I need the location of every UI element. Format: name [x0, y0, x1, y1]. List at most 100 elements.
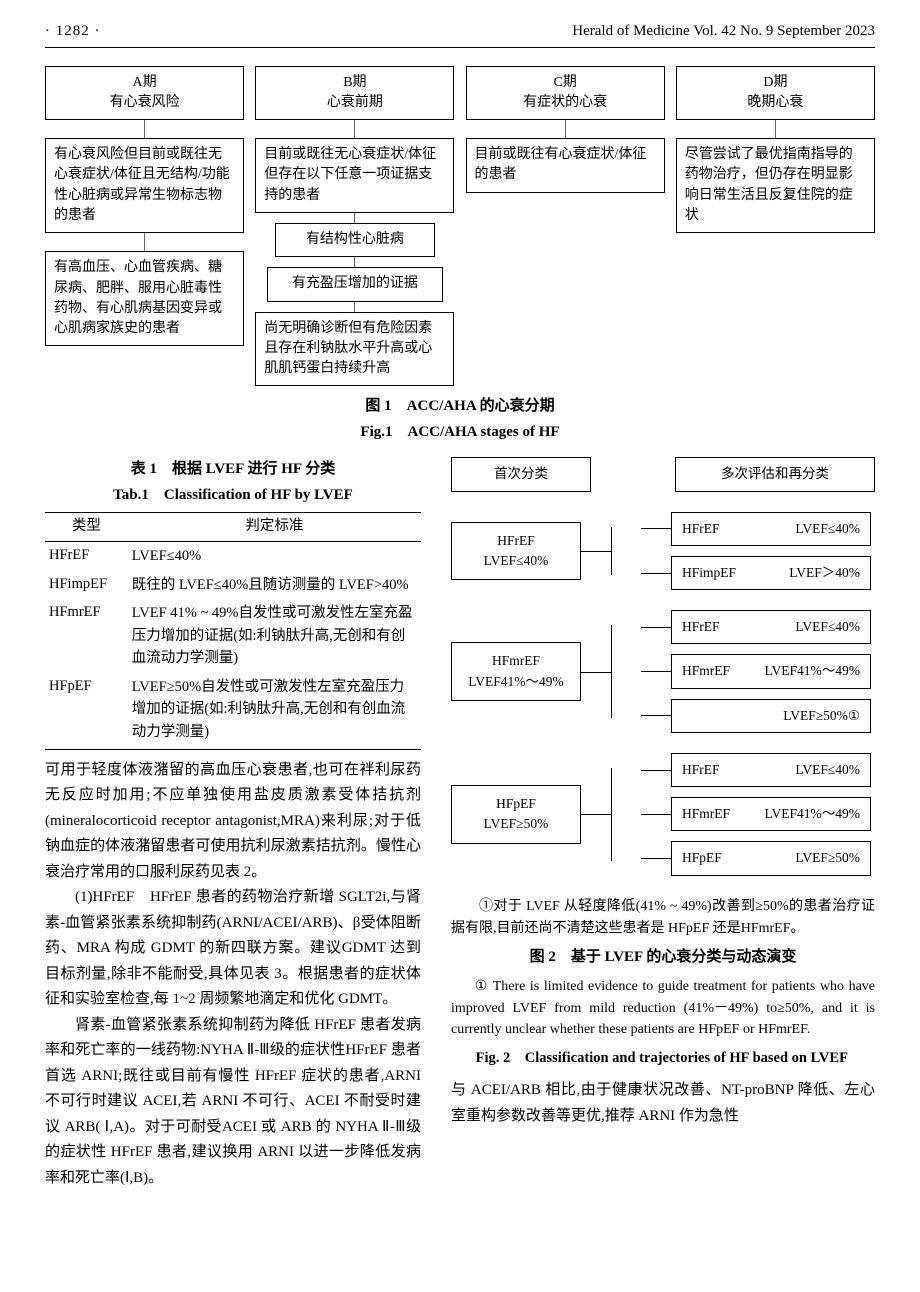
stage-c-title1: C期 [473, 73, 658, 93]
connector-tree [581, 512, 641, 591]
tab1-caption-cn: 表 1 根据 LVEF 进行 HF 分类 [45, 457, 421, 483]
tab1-head-type: 类型 [45, 513, 128, 542]
connector [354, 257, 355, 267]
table-1: 类型 判定标准 HFrEF LVEF≤40% HFimpEF 既往的 LVEF≤… [45, 512, 421, 750]
right-column: 首次分类 多次评估和再分类 HFrEF LVEF≤40% [451, 457, 875, 1191]
fig1-caption-cn: 图 1 ACC/AHA 的心衰分期 [45, 394, 875, 420]
connector [641, 627, 671, 628]
fig1-stage-b: B期 心衰前期 目前或既往无心衰症状/体征但存在以下任意一项证据支持的患者 有结… [255, 66, 454, 387]
stage-d-title2: 晚期心衰 [683, 93, 868, 113]
fig2-g2-src-crit: LVEF41%～49% [460, 672, 572, 692]
fig2-g1-src-crit: LVEF≤40% [460, 551, 572, 571]
stage-d-title1: D期 [683, 73, 868, 93]
fig2-g1-t0: HFrEF LVEF≤40% [671, 512, 871, 546]
tab1-r3-type: HFpEF [45, 673, 128, 750]
stage-a-desc: 有心衰风险但目前或既往无心衰症状/体征且无结构/功能性心脏病或异常生物标志物的患… [45, 138, 244, 233]
page-header: · 1282 · Herald of Medicine Vol. 42 No. … [45, 20, 875, 48]
fig2-header-left: 首次分类 [451, 457, 591, 491]
stage-b-desc: 目前或既往无心衰症状/体征但存在以下任意一项证据支持的患者 [255, 138, 454, 213]
tab1-r3-crit: LVEF≥50%自发性或可激发性左室充盈压力增加的证据(如:利钠肽升高,无创和有… [128, 673, 421, 750]
fig2-g1-src-name: HFrEF [460, 531, 572, 551]
fig2-g3-source: HFpEF LVEF≥50% [451, 785, 581, 844]
tgt-name: HFrEF [682, 519, 720, 539]
left-column: 表 1 根据 LVEF 进行 HF 分类 Tab.1 Classificatio… [45, 457, 421, 1191]
journal-title: Herald of Medicine Vol. 42 No. 9 Septemb… [572, 20, 875, 43]
fig2-group-1: HFrEF LVEF≤40% HFrEF LVEF≤40% [451, 512, 875, 591]
stage-c-desc: 目前或既往有心衰症状/体征的患者 [466, 138, 665, 193]
fig2-caption-cn: 图 2 基于 LVEF 的心衰分类与动态演变 [451, 945, 875, 971]
stage-b-sub2: 有充盈压增加的证据 [267, 267, 442, 301]
table-row: HFpEF LVEF≥50%自发性或可激发性左室充盈压力增加的证据(如:利钠肽升… [45, 673, 421, 750]
fig2-target-row: HFrEF LVEF≤40% [641, 753, 875, 787]
connector [641, 528, 671, 529]
tgt-crit: LVEF41%～49% [764, 661, 860, 681]
fig2-group-2: HFmrEF LVEF41%～49% HFrEF LVEF≤40% [451, 610, 875, 733]
fig2-target-row: HFmrEF LVEF41%～49% [641, 797, 875, 831]
fig2-caption-en: Fig. 2 Classification and trajectories o… [451, 1047, 875, 1070]
connector [641, 671, 671, 672]
stage-d-desc: 尽管尝试了最优指南指导的药物治疗，但仍存在明显影响日常生活且反复住院的症状 [676, 138, 875, 233]
fig2-target-row: HFpEF LVEF≥50% [641, 841, 875, 875]
fig1-stage-c: C期 有症状的心衰 目前或既往有心衰症状/体征的患者 [466, 66, 665, 387]
fig2-g3-t2: HFpEF LVEF≥50% [671, 841, 871, 875]
stage-c-title2: 有症状的心衰 [473, 93, 658, 113]
connector [641, 770, 671, 771]
fig2-target-row: HFimpEF LVEF＞40% [641, 556, 875, 590]
fig2-g2-targets: HFrEF LVEF≤40% HFmrEF LVEF41%～49% [641, 610, 875, 733]
stage-b-sub3: 尚无明确诊断但有危险因素且存在利钠肽水平升高或心肌肌钙蛋白持续升高 [255, 312, 454, 387]
two-column-area: 表 1 根据 LVEF 进行 HF 分类 Tab.1 Classificatio… [45, 457, 875, 1191]
fig1-stage-d: D期 晚期心衰 尽管尝试了最优指南指导的药物治疗，但仍存在明显影响日常生活且反复… [676, 66, 875, 387]
table-row: HFrEF LVEF≤40% [45, 542, 421, 571]
stage-b-title-box: B期 心衰前期 [255, 66, 454, 121]
connector [641, 858, 671, 859]
tab1-r1-crit: 既往的 LVEF≤40%且随访测量的 LVEF>40% [128, 571, 421, 599]
connector [641, 814, 671, 815]
table-row: HFimpEF 既往的 LVEF≤40%且随访测量的 LVEF>40% [45, 571, 421, 599]
fig2-header: 首次分类 多次评估和再分类 [451, 457, 875, 491]
stage-a-title-box: A期 有心衰风险 [45, 66, 244, 121]
fig1-stage-row: A期 有心衰风险 有心衰风险但目前或既往无心衰症状/体征且无结构/功能性心脏病或… [45, 66, 875, 387]
tgt-name: HFmrEF [682, 804, 730, 824]
table-row: HFmrEF LVEF 41% ~ 49%自发性或可激发性左室充盈压力增加的证据… [45, 599, 421, 672]
fig2-g3-t1: HFmrEF LVEF41%～49% [671, 797, 871, 831]
stage-a-title1: A期 [52, 73, 237, 93]
tgt-crit: LVEF≤40% [795, 519, 860, 539]
tab1-r2-crit: LVEF 41% ~ 49%自发性或可激发性左室充盈压力增加的证据(如:利钠肽升… [128, 599, 421, 672]
tab1-r1-type: HFimpEF [45, 571, 128, 599]
fig2-header-right: 多次评估和再分类 [675, 457, 875, 491]
stage-b-title1: B期 [262, 73, 447, 93]
tgt-crit: LVEF≤40% [795, 760, 860, 780]
fig2-target-row: HFrEF LVEF≤40% [641, 610, 875, 644]
stage-d-title-box: D期 晚期心衰 [676, 66, 875, 121]
connector [641, 715, 671, 716]
connector [354, 120, 355, 138]
fig2-target-row: HFmrEF LVEF41%～49% [641, 654, 875, 688]
fig2-g1-source: HFrEF LVEF≤40% [451, 522, 581, 581]
fig2-g2-source: HFmrEF LVEF41%～49% [451, 642, 581, 701]
fig2-g1-targets: HFrEF LVEF≤40% HFimpEF LVEF＞40% [641, 512, 875, 591]
connector [775, 120, 776, 138]
connector [354, 302, 355, 312]
tab1-head-crit: 判定标准 [128, 513, 421, 542]
tgt-name: HFpEF [682, 848, 722, 868]
page-number: · 1282 · [45, 20, 101, 43]
fig1-caption: 图 1 ACC/AHA 的心衰分期 Fig.1 ACC/AHA stages o… [45, 394, 875, 445]
connector-tree [581, 610, 641, 733]
connector [565, 120, 566, 138]
tgt-crit: LVEF≥50% [795, 848, 860, 868]
fig1-caption-en: Fig.1 ACC/AHA stages of HF [45, 420, 875, 446]
fig2-group-3: HFpEF LVEF≥50% HFrEF LVEF≤40% [451, 753, 875, 876]
stage-b-title2: 心衰前期 [262, 93, 447, 113]
connector [641, 573, 671, 574]
fig2-g3-t0: HFrEF LVEF≤40% [671, 753, 871, 787]
tab1-r0-type: HFrEF [45, 542, 128, 571]
fig2-g2-t0: HFrEF LVEF≤40% [671, 610, 871, 644]
stage-a-title2: 有心衰风险 [52, 93, 237, 113]
fig2-footnote-cn: ①对于 LVEF 从轻度降低(41% ~ 49%)改善到≥50%的患者治疗证据有… [451, 896, 875, 941]
fig2-g2-t1: HFmrEF LVEF41%～49% [671, 654, 871, 688]
fig1-stage-a: A期 有心衰风险 有心衰风险但目前或既往无心衰症状/体征且无结构/功能性心脏病或… [45, 66, 244, 387]
stage-b-sub1: 有结构性心脏病 [275, 223, 434, 257]
tgt-crit: LVEF＞40% [789, 563, 860, 583]
fig2-footnote-en: ① There is limited evidence to guide tre… [451, 976, 875, 1041]
stage-c-title-box: C期 有症状的心衰 [466, 66, 665, 121]
